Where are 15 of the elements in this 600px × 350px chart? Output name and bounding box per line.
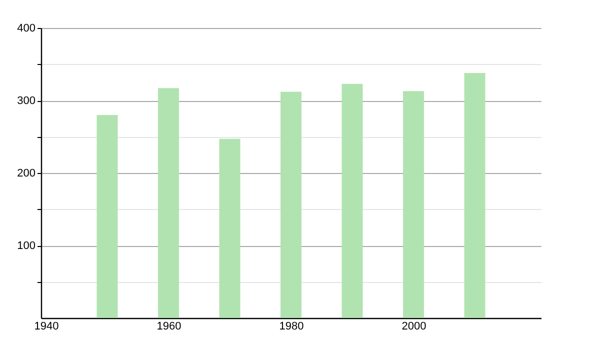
x-tick-label: 1940 [34, 320, 59, 332]
x-tick-label: 1980 [279, 320, 304, 332]
x-tick-label: 2000 [402, 320, 426, 332]
bar [403, 91, 424, 318]
y-tick-label: 100 [17, 240, 36, 252]
bar [342, 84, 363, 318]
y-tick-label: 400 [17, 22, 36, 34]
bar [464, 72, 486, 318]
bar [96, 115, 118, 318]
bar [158, 88, 179, 318]
x-tick-label: 1960 [156, 320, 182, 332]
bar [280, 92, 302, 318]
bar [219, 138, 240, 318]
y-tick-label: 200 [17, 168, 36, 180]
y-tick-label: 300 [17, 95, 36, 107]
